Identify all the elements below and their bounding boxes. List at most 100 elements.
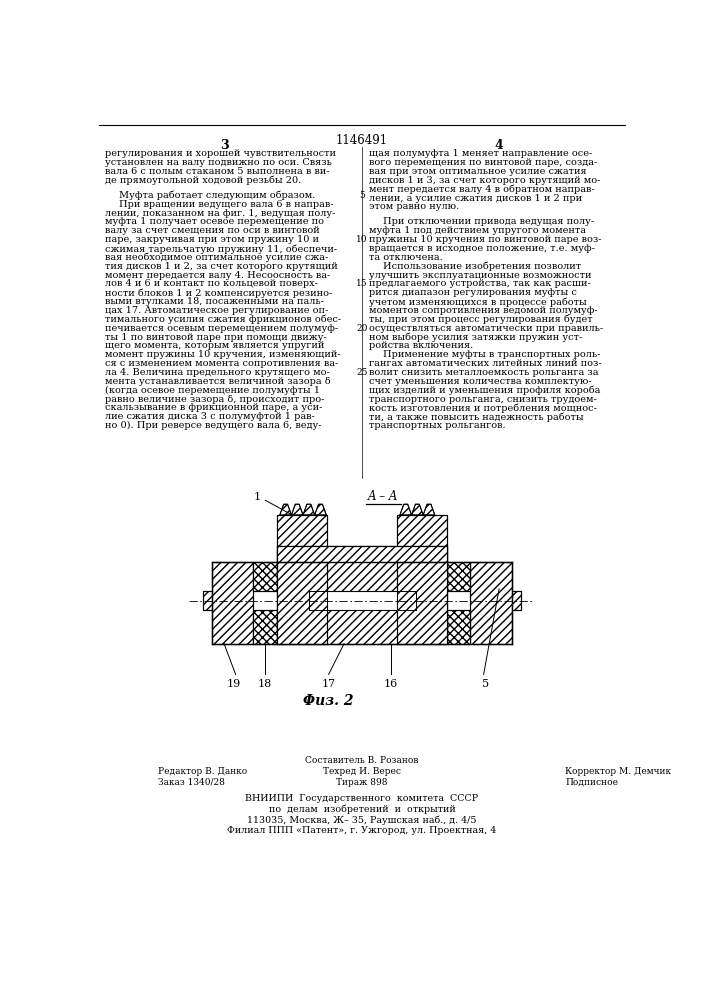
Text: вая при этом оптимальное усилие сжатия: вая при этом оптимальное усилие сжатия [369, 167, 587, 176]
Bar [470, 562, 512, 644]
Bar [448, 610, 470, 644]
Text: ты 1 по винтовой паре при помощи движу-: ты 1 по винтовой паре при помощи движу- [105, 333, 327, 342]
Text: ла 4. Величина предельного крутящего мо-: ла 4. Величина предельного крутящего мо- [105, 368, 330, 377]
Bar [397, 515, 448, 562]
Bar [397, 591, 416, 610]
Bar [203, 591, 245, 610]
Text: ся с изменением момента сопротивления ва-: ся с изменением момента сопротивления ва… [105, 359, 339, 368]
Text: гангах автоматических литейных линий поз-: гангах автоматических литейных линий поз… [369, 359, 602, 368]
Bar [309, 591, 327, 610]
Text: лении, а усилие сжатия дисков 1 и 2 при: лении, а усилие сжатия дисков 1 и 2 при [369, 194, 582, 203]
Text: 1: 1 [254, 492, 261, 502]
Text: рится диапазон регулирования муфты с: рится диапазон регулирования муфты с [369, 288, 577, 297]
Bar [448, 610, 470, 644]
Text: мент передается валу 4 в обратном направ-: мент передается валу 4 в обратном направ… [369, 185, 595, 194]
Text: (когда осевое перемещение полумуфты 1: (когда осевое перемещение полумуфты 1 [105, 386, 320, 395]
Text: та отключена.: та отключена. [369, 253, 443, 262]
Text: вала 6 с полым стаканом 5 выполнена в ви-: вала 6 с полым стаканом 5 выполнена в ви… [105, 167, 330, 176]
Text: 3: 3 [220, 139, 228, 152]
Text: счет уменьшения количества комплектую-: счет уменьшения количества комплектую- [369, 377, 592, 386]
Text: Применение муфты в транспортных роль-: Применение муфты в транспортных роль- [383, 350, 600, 359]
Text: 5: 5 [359, 191, 365, 200]
Polygon shape [303, 504, 315, 515]
Bar [479, 591, 521, 610]
Text: валу за счет смещения по оси в винтовой: валу за счет смещения по оси в винтовой [105, 226, 320, 235]
Text: кость изготовления и потребления мощнос-: кость изготовления и потребления мощнос- [369, 403, 597, 413]
Bar [397, 562, 448, 644]
Bar [253, 562, 276, 591]
Text: пружины 10 кручения по винтовой паре воз-: пружины 10 кручения по винтовой паре воз… [369, 235, 602, 244]
Text: 17: 17 [322, 679, 336, 689]
Text: ном выборе усилия затяжки пружин уст-: ном выборе усилия затяжки пружин уст- [369, 333, 582, 342]
Text: транспортных рольгангов.: транспортных рольгангов. [369, 421, 506, 430]
Polygon shape [280, 504, 291, 515]
Text: 19: 19 [227, 679, 241, 689]
Text: лов 4 и 6 и контакт по кольцевой поверх-: лов 4 и 6 и контакт по кольцевой поверх- [105, 279, 318, 288]
Text: щая полумуфта 1 меняет направление осе-: щая полумуфта 1 меняет направление осе- [369, 149, 592, 158]
Text: осуществляться автоматически при правиль-: осуществляться автоматически при правиль… [369, 324, 603, 333]
Text: тимального усилия сжатия фрикционов обес-: тимального усилия сжатия фрикционов обес… [105, 315, 341, 324]
Text: мента устанавливается величиной зазора δ: мента устанавливается величиной зазора δ [105, 377, 331, 386]
Text: Редактор В. Данко: Редактор В. Данко [158, 767, 247, 776]
Text: моментов сопротивления ведомой полумуф-: моментов сопротивления ведомой полумуф- [369, 306, 597, 315]
Text: цах 17. Автоматическое регулирование оп-: цах 17. Автоматическое регулирование оп- [105, 306, 329, 315]
Text: 15: 15 [356, 279, 368, 288]
Text: тия дисков 1 и 2, за счет которого крутящий: тия дисков 1 и 2, за счет которого крутя… [105, 262, 338, 271]
Polygon shape [411, 504, 423, 515]
Text: момент пружины 10 кручения, изменяющий-: момент пружины 10 кручения, изменяющий- [105, 350, 341, 359]
Bar [276, 515, 327, 562]
Text: ти, а также повысить надежность работы: ти, а также повысить надежность работы [369, 412, 583, 422]
Text: Корректор М. Демчик: Корректор М. Демчик [565, 767, 671, 776]
Text: 113035, Москва, Ж– 35, Раушская наб., д. 4/5: 113035, Москва, Ж– 35, Раушская наб., д.… [247, 815, 477, 825]
Text: установлен на валу подвижно по оси. Связь: установлен на валу подвижно по оси. Связ… [105, 158, 332, 167]
Text: равно величине зазора δ, происходит про-: равно величине зазора δ, происходит про- [105, 395, 325, 404]
Bar [397, 591, 416, 610]
Polygon shape [423, 504, 435, 515]
Bar [276, 546, 448, 562]
Text: улучшить эксплуатационные возможности: улучшить эксплуатационные возможности [369, 271, 592, 280]
Text: но 0). При реверсе ведущего вала 6, веду-: но 0). При реверсе ведущего вала 6, веду… [105, 421, 322, 430]
Text: де прямоугольной ходовой резьбы 20.: де прямоугольной ходовой резьбы 20. [105, 176, 302, 185]
Text: A – A: A – A [368, 490, 398, 503]
Text: муфта 1 под действием упругого момента: муфта 1 под действием упругого момента [369, 226, 586, 235]
Text: ности блоков 1 и 2 компенсируется резино-: ности блоков 1 и 2 компенсируется резино… [105, 288, 333, 298]
Text: сжимая тарельчатую пружину 11, обеспечи-: сжимая тарельчатую пружину 11, обеспечи- [105, 244, 337, 254]
Text: по  делам  изобретений  и  открытий: по делам изобретений и открытий [269, 805, 455, 814]
Text: дисков 1 и 3, за счет которого крутящий мо-: дисков 1 и 3, за счет которого крутящий … [369, 176, 600, 185]
Text: момент передается валу 4. Несоосность ва-: момент передается валу 4. Несоосность ва… [105, 271, 331, 280]
Bar [309, 591, 327, 610]
Text: 18: 18 [258, 679, 272, 689]
Text: При вращении ведущего вала 6 в направ-: При вращении ведущего вала 6 в направ- [119, 200, 334, 209]
Bar [397, 515, 448, 562]
Bar [470, 562, 512, 644]
Text: транспортного рольганга, снизить трудоем-: транспортного рольганга, снизить трудоем… [369, 395, 597, 404]
Text: учетом изменяющихся в процессе работы: учетом изменяющихся в процессе работы [369, 297, 587, 307]
Text: вращается в исходное положение, т.е. муф-: вращается в исходное положение, т.е. муф… [369, 244, 595, 253]
Text: 25: 25 [356, 368, 368, 377]
Text: ВНИИПИ  Государственного  комитета  СССР: ВНИИПИ Государственного комитета СССР [245, 794, 479, 803]
Text: 1146491: 1146491 [336, 134, 388, 147]
Text: волит снизить металлоемкость рольганга за: волит снизить металлоемкость рольганга з… [369, 368, 598, 377]
Text: скальзывание в фрикционной паре, а уси-: скальзывание в фрикционной паре, а уси- [105, 403, 323, 412]
Text: 5: 5 [481, 679, 489, 689]
Text: Составитель В. Розанов: Составитель В. Розанов [305, 756, 419, 765]
Text: Использование изобретения позволит: Использование изобретения позволит [383, 262, 581, 271]
Bar [253, 562, 276, 591]
Bar [276, 546, 448, 562]
Bar [276, 546, 448, 644]
Text: печивается осевым перемещением полумуф-: печивается осевым перемещением полумуф- [105, 324, 339, 333]
Text: вого перемещения по винтовой паре, созда-: вого перемещения по винтовой паре, созда… [369, 158, 597, 167]
Text: щего момента, которым является упругий: щего момента, которым является упругий [105, 341, 325, 350]
Text: ты, при этом процесс регулирования будет: ты, при этом процесс регулирования будет [369, 315, 592, 324]
Text: 4: 4 [495, 139, 503, 152]
Text: Заказ 1340/28: Заказ 1340/28 [158, 778, 225, 787]
Polygon shape [315, 504, 327, 515]
Text: лие сжатия диска 3 с полумуфтой 1 рав-: лие сжатия диска 3 с полумуфтой 1 рав- [105, 412, 315, 421]
Bar [203, 591, 245, 610]
Text: Филиал ППП «Патент», г. Ужгород, ул. Проектная, 4: Филиал ППП «Патент», г. Ужгород, ул. Про… [228, 826, 496, 835]
Bar [397, 562, 448, 644]
Bar [212, 562, 253, 644]
Text: этом равно нулю.: этом равно нулю. [369, 202, 459, 211]
Bar [448, 562, 470, 591]
Text: Подписное: Подписное [565, 778, 618, 787]
